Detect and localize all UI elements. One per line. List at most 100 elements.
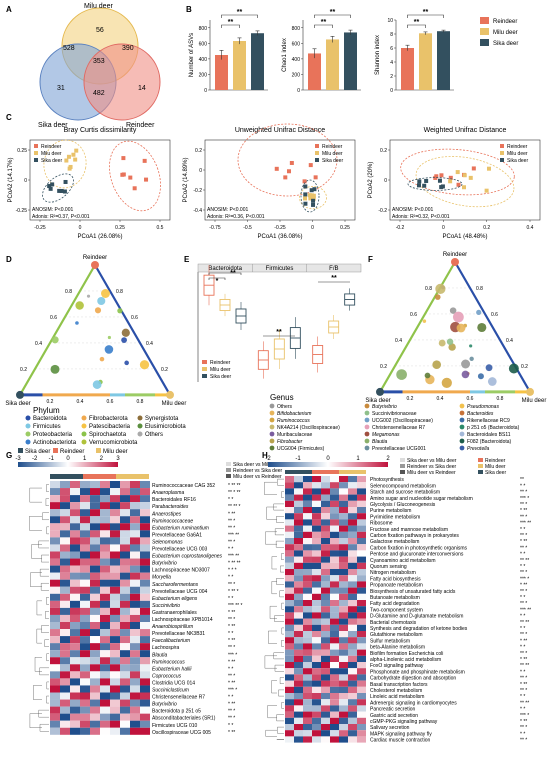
heat-cell xyxy=(294,500,303,507)
heat-cell xyxy=(80,523,90,531)
significance-stars: ** * ** xyxy=(228,490,241,496)
sample-point xyxy=(309,188,314,193)
heat-cell xyxy=(140,558,150,566)
dendrogram-branch xyxy=(41,554,49,563)
taxon-point xyxy=(86,294,91,298)
heat-cell xyxy=(294,668,303,675)
legend-label: Sika deer xyxy=(41,158,62,164)
heat-cell xyxy=(303,662,312,669)
heat-cell xyxy=(339,488,348,495)
heat-cell xyxy=(348,575,357,582)
heat-cell xyxy=(294,699,303,706)
heat-cell xyxy=(120,516,130,524)
taxon-point xyxy=(422,319,427,323)
legend-dot xyxy=(364,424,370,430)
heat-cell xyxy=(50,565,60,573)
taxon-point xyxy=(121,337,127,343)
sample-point xyxy=(448,179,453,184)
sample-point xyxy=(132,186,137,191)
dendrogram-branch xyxy=(264,655,277,669)
y-tick-label: 200 xyxy=(292,72,301,78)
heat-cell xyxy=(110,713,120,721)
sample-point xyxy=(303,192,308,197)
dendrogram-branch xyxy=(29,713,42,728)
heat-cell xyxy=(80,720,90,728)
legend-label: Others xyxy=(145,432,163,438)
heat-cell xyxy=(303,550,312,557)
significance-stars: * * xyxy=(228,575,233,581)
heat-cell xyxy=(110,572,120,580)
heat-cell xyxy=(70,558,80,566)
heat-cell xyxy=(339,730,348,737)
heat-cell xyxy=(80,671,90,679)
heat-cell xyxy=(130,530,140,538)
group-ellipse xyxy=(42,173,74,203)
significance-stars: * * xyxy=(228,497,233,503)
heat-cell xyxy=(80,643,90,651)
taxon-point xyxy=(461,359,471,369)
heat-cell xyxy=(60,685,70,693)
heat-cell xyxy=(330,593,339,600)
heat-cell xyxy=(130,516,140,524)
significance-stars: * ** xyxy=(228,730,235,736)
tick-label: 0.4 xyxy=(395,338,402,344)
vertex-label: Sika deer xyxy=(5,401,30,407)
heat-cell xyxy=(339,717,348,724)
row-label: Saccharofermentans xyxy=(152,582,199,588)
heat-cell xyxy=(140,565,150,573)
heat-cell xyxy=(321,674,330,681)
taxon-point xyxy=(94,307,102,314)
heat-cell xyxy=(321,519,330,526)
bar xyxy=(233,41,246,90)
heat-cell xyxy=(120,657,130,665)
tick-label: 0.8 xyxy=(116,289,123,295)
heat-cell xyxy=(339,575,348,582)
heat-cell xyxy=(348,587,357,594)
heat-cell xyxy=(357,711,366,718)
heat-cell xyxy=(303,624,312,631)
legend-swatch xyxy=(226,468,231,472)
legend-label: Milu deer vs Reindeer xyxy=(407,470,456,476)
heat-cell xyxy=(330,556,339,563)
heat-cell xyxy=(60,678,70,686)
heat-cell xyxy=(312,531,321,538)
significance-stars: ** * xyxy=(228,617,235,623)
dendrogram-branch xyxy=(278,689,284,697)
heat-cell xyxy=(357,612,366,619)
heat-cell xyxy=(90,706,100,714)
heat-cell xyxy=(357,569,366,576)
heat-cell xyxy=(330,507,339,514)
sample-point xyxy=(303,201,308,206)
legend-dot xyxy=(81,415,87,421)
heat-cell xyxy=(303,631,312,638)
heat-cell xyxy=(357,538,366,545)
heat-cell xyxy=(357,600,366,607)
heat-cell xyxy=(321,699,330,706)
bar xyxy=(344,32,357,90)
heat-cell xyxy=(60,692,70,700)
y-tick-label: 0 xyxy=(384,178,387,184)
vertex-label: Milu deer xyxy=(522,398,547,404)
heat-cell xyxy=(330,643,339,650)
heat-cell xyxy=(100,614,110,622)
heat-cell xyxy=(50,481,60,489)
scale-tick: -1 xyxy=(295,456,301,462)
heat-cell xyxy=(140,614,150,622)
heat-cell xyxy=(50,706,60,714)
heat-cell xyxy=(140,586,150,594)
heat-cell xyxy=(357,544,366,551)
heat-cell xyxy=(330,600,339,607)
heat-cell xyxy=(339,680,348,687)
legend-label: Sika deer xyxy=(507,158,528,164)
heat-cell xyxy=(50,551,60,559)
heat-cell xyxy=(110,657,120,665)
heat-cell xyxy=(294,680,303,687)
heat-cell xyxy=(303,519,312,526)
heat-cell xyxy=(80,699,90,707)
heat-cell xyxy=(303,544,312,551)
heat-cell xyxy=(90,614,100,622)
heat-cell xyxy=(312,693,321,700)
row-label: Oscillospiraceae UCG 005 xyxy=(152,730,211,736)
sig-label: ** xyxy=(330,9,336,16)
